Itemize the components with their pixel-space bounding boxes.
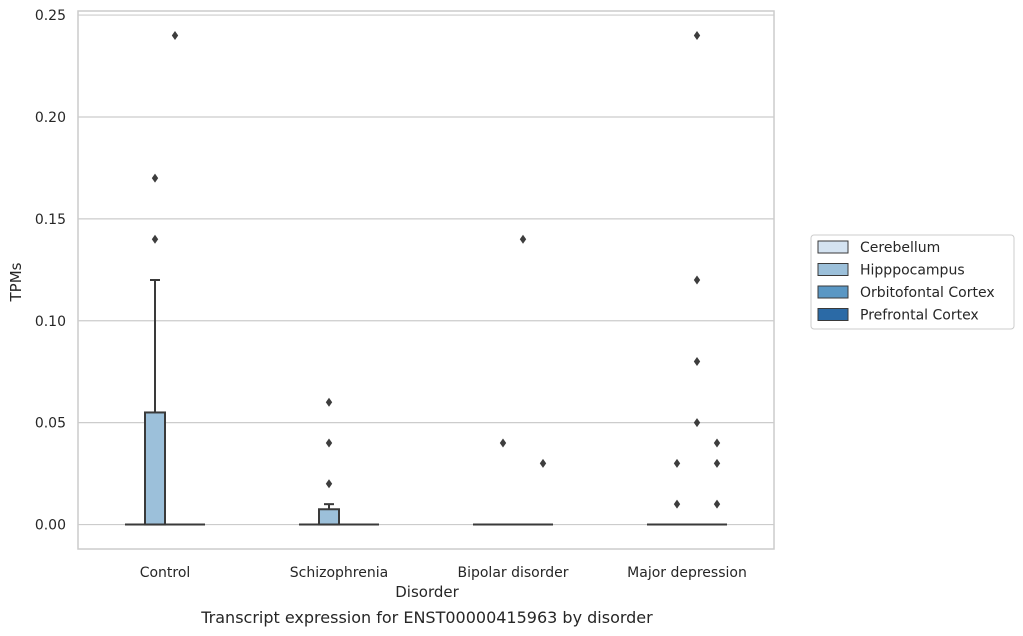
outlier-point [519,234,527,244]
y-tick-label: 0.15 [35,212,66,228]
legend-swatch [817,308,849,321]
box-iqr [144,411,166,526]
outlier-point [713,499,721,509]
outlier-point [499,438,507,448]
outlier-point [539,458,547,468]
chart-caption: Transcript expression for ENST0000041596… [200,608,653,627]
outlier-point [713,458,721,468]
plot-area-frame [77,10,775,550]
outlier-point [693,357,701,367]
outlier-point [151,234,159,244]
legend-frame [810,234,1015,330]
y-axis-title: TPMs [7,262,25,302]
box-hipppocampus [144,279,166,526]
y-tick-label: 0.05 [35,416,66,432]
legend-swatch [817,263,849,276]
y-axis-ticks: 0.00 0.05 0.10 0.15 0.20 0.25 [35,8,66,533]
x-tick-label: Control [140,565,191,581]
box-iqr [318,508,340,526]
outlier-point [693,418,701,428]
x-tick-label: Major depression [627,565,747,581]
x-tick-label: Bipolar disorder [457,565,568,581]
outlier-point [325,397,333,407]
outliers [151,30,721,509]
x-axis-title: Disorder [395,583,459,601]
y-tick-label: 0.00 [35,518,66,534]
legend-label: Prefrontal Cortex [860,308,979,324]
outlier-point [325,479,333,489]
outlier-point [171,30,179,40]
outlier-point [673,499,681,509]
outlier-point [673,458,681,468]
outlier-point [151,173,159,183]
legend-label: Hipppocampus [860,263,965,279]
x-axis-ticks: Control Schizophrenia Bipolar disorder Majo… [140,565,747,581]
outlier-point [713,438,721,448]
box-hipppocampus [318,503,340,526]
boxes [125,279,727,526]
outlier-point [693,30,701,40]
x-tick-label: Schizophrenia [290,565,388,581]
y-tick-label: 0.10 [35,314,66,330]
legend-label: Cerebellum [860,240,940,256]
legend-swatch [817,240,849,254]
outlier-point [325,438,333,448]
legend: Cerebellum Hipppocampus Orbitofontal Corte… [810,234,1015,330]
legend-swatch [817,285,849,299]
grid-lines [78,14,774,526]
outlier-point [693,275,701,285]
y-tick-label: 0.20 [35,110,66,126]
legend-label: Orbitofontal Cortex [860,285,995,301]
y-tick-label: 0.25 [35,8,66,24]
